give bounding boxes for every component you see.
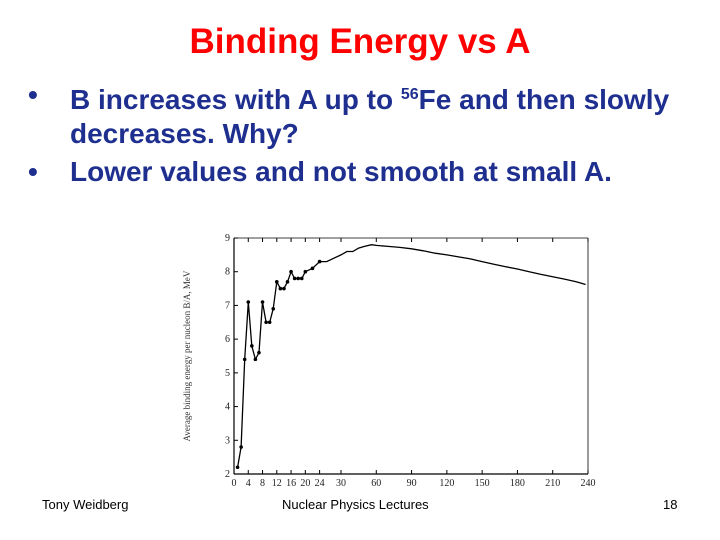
x-tick-label: 4 bbox=[246, 478, 251, 489]
data-point bbox=[289, 269, 293, 274]
x-tick-label: 240 bbox=[581, 478, 596, 489]
bullet-list: • B increases with A up to 56Fe and then… bbox=[28, 78, 688, 193]
chart-series bbox=[235, 244, 586, 470]
x-tick-label: 210 bbox=[545, 478, 560, 489]
data-point bbox=[292, 276, 297, 281]
data-point bbox=[246, 300, 251, 304]
x-tick-label: 8 bbox=[260, 478, 265, 489]
data-point bbox=[282, 286, 286, 291]
y-axis-label: Average binding energy per nucleon B/A, … bbox=[182, 270, 192, 441]
chart-axes bbox=[233, 237, 589, 475]
data-point bbox=[296, 276, 300, 281]
y-tick-label: 3 bbox=[225, 435, 230, 446]
x-tick-label: 0 bbox=[232, 478, 237, 489]
data-point bbox=[275, 280, 279, 284]
bullet-symbol: • bbox=[28, 79, 38, 110]
data-point bbox=[310, 266, 315, 271]
data-point bbox=[299, 276, 304, 281]
data-point bbox=[242, 357, 247, 362]
footer-course: Nuclear Physics Lectures bbox=[282, 497, 429, 512]
y-tick-label: 8 bbox=[225, 267, 230, 278]
x-tick-label: 90 bbox=[407, 478, 417, 489]
y-tick-label: 2 bbox=[225, 469, 230, 480]
bullet-text-suffix: Fe and then slowly decreases. Why? bbox=[70, 84, 670, 149]
data-point bbox=[235, 465, 240, 470]
y-tick-label: 4 bbox=[225, 402, 230, 413]
data-point bbox=[285, 280, 290, 284]
x-tick-label: 24 bbox=[315, 478, 325, 489]
x-tick-label: 180 bbox=[510, 478, 525, 489]
x-tick-label: 30 bbox=[336, 478, 346, 489]
data-point bbox=[271, 307, 276, 311]
data-point bbox=[257, 350, 261, 355]
data-point bbox=[253, 357, 258, 362]
bullet-superscript: 56 bbox=[400, 86, 419, 103]
x-tick-label: 12 bbox=[272, 478, 282, 489]
y-tick-label: 6 bbox=[225, 334, 230, 345]
data-point bbox=[264, 320, 268, 325]
slide-title: Binding Energy vs A bbox=[189, 22, 531, 61]
x-tick-label: 60 bbox=[371, 478, 381, 489]
data-point bbox=[303, 269, 308, 274]
y-tick-label: 7 bbox=[225, 300, 230, 311]
x-tick-label: 16 bbox=[286, 478, 296, 489]
bullet-item: • Lower values and not smooth at small A… bbox=[28, 155, 688, 189]
x-tick-label: 20 bbox=[300, 478, 310, 489]
data-point bbox=[317, 259, 322, 264]
bullet-symbol: • bbox=[28, 156, 38, 187]
data-point bbox=[260, 300, 265, 304]
data-point bbox=[250, 344, 254, 348]
page-number: 18 bbox=[663, 497, 678, 512]
y-tick-label: 9 bbox=[225, 233, 230, 244]
data-point bbox=[239, 445, 243, 449]
x-tick-label: 150 bbox=[475, 478, 490, 489]
x-tick-label: 120 bbox=[439, 478, 454, 489]
bullet-text: B increases with A up to bbox=[70, 84, 401, 115]
data-point bbox=[278, 286, 283, 291]
y-tick-label: 5 bbox=[225, 368, 230, 379]
data-point bbox=[267, 320, 272, 325]
footer-author: Tony Weidberg bbox=[42, 497, 129, 512]
binding-energy-curve bbox=[236, 244, 586, 468]
bullet-text: Lower values and not smooth at small A. bbox=[70, 156, 612, 187]
bullet-item: • B increases with A up to 56Fe and then… bbox=[28, 78, 688, 151]
